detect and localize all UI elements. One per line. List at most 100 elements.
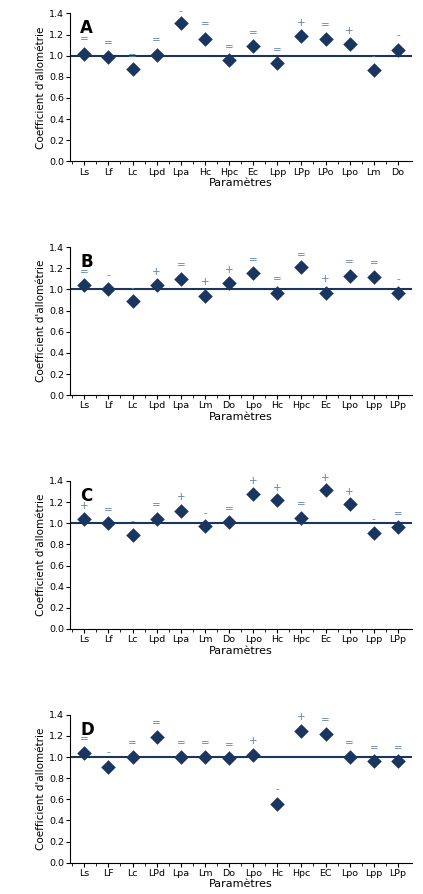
Text: =: = [273, 274, 282, 284]
Text: +: + [345, 26, 354, 36]
Point [395, 520, 401, 535]
Point [177, 16, 184, 30]
Point [81, 278, 88, 292]
Text: =: = [104, 505, 113, 515]
Point [153, 47, 160, 62]
Text: =: = [345, 257, 354, 267]
Text: =: = [176, 260, 185, 271]
Text: -: - [131, 283, 135, 292]
Text: =: = [393, 743, 402, 753]
Text: +: + [297, 18, 306, 29]
X-axis label: Paramètres: Paramètres [209, 880, 273, 890]
Point [274, 285, 281, 299]
Point [153, 278, 160, 292]
Point [346, 268, 353, 283]
Text: +: + [321, 274, 330, 284]
Point [371, 63, 377, 78]
Text: =: = [80, 266, 89, 277]
Text: -: - [107, 270, 110, 280]
Point [201, 519, 208, 534]
Text: =: = [201, 738, 209, 748]
Point [105, 759, 112, 773]
Point [250, 486, 257, 501]
Y-axis label: Coefficient d'allométrie: Coefficient d'allométrie [36, 493, 47, 616]
Text: -: - [396, 274, 400, 284]
Point [250, 266, 257, 280]
Point [129, 294, 136, 308]
Point [250, 39, 257, 54]
Text: C: C [80, 487, 92, 505]
Point [371, 755, 377, 769]
Point [346, 750, 353, 764]
Y-axis label: Coefficient d'allométrie: Coefficient d'allométrie [36, 728, 47, 850]
Point [322, 484, 329, 498]
Text: =: = [369, 258, 378, 268]
Point [322, 31, 329, 46]
Point [129, 63, 136, 77]
Text: =: = [345, 738, 354, 748]
Text: =: = [321, 21, 330, 30]
Text: =: = [321, 715, 330, 725]
Text: =: = [225, 503, 233, 514]
Point [153, 512, 160, 527]
Text: =: = [249, 255, 258, 266]
Text: A: A [80, 20, 93, 38]
Text: =: = [80, 734, 89, 745]
Point [177, 503, 184, 518]
Point [298, 510, 305, 525]
Text: =: = [297, 500, 306, 510]
Text: =: = [369, 743, 378, 753]
Point [225, 515, 232, 529]
Text: -: - [131, 517, 135, 527]
Point [274, 493, 281, 507]
Point [298, 260, 305, 274]
Text: +: + [201, 277, 209, 287]
Point [105, 283, 112, 297]
Text: =: = [393, 509, 402, 519]
Text: -: - [275, 784, 279, 794]
Y-axis label: Coefficient d'allométrie: Coefficient d'allométrie [36, 26, 47, 148]
Text: -: - [372, 514, 376, 524]
Text: =: = [249, 28, 258, 38]
Text: =: = [201, 20, 209, 30]
Text: +: + [152, 266, 161, 277]
Text: +: + [249, 477, 258, 486]
Point [298, 29, 305, 43]
Text: =: = [176, 738, 185, 748]
Text: +: + [321, 473, 330, 483]
Text: =: = [128, 738, 137, 748]
X-axis label: Paramètres: Paramètres [209, 645, 273, 655]
Point [274, 797, 281, 811]
Point [371, 526, 377, 540]
Text: +: + [297, 713, 306, 722]
Text: =: = [152, 719, 161, 729]
Point [201, 289, 208, 303]
Point [322, 285, 329, 299]
Point [105, 516, 112, 530]
Text: =: = [152, 35, 161, 45]
Point [129, 750, 136, 764]
Text: =: = [152, 501, 161, 510]
Point [395, 755, 401, 769]
Point [81, 512, 88, 527]
Text: =: = [128, 51, 137, 61]
Point [225, 751, 232, 765]
X-axis label: Paramètres: Paramètres [209, 412, 273, 422]
Point [395, 285, 401, 299]
Point [225, 53, 232, 67]
Point [298, 723, 305, 738]
Text: +: + [176, 492, 185, 502]
Point [105, 49, 112, 63]
Point [129, 527, 136, 542]
Text: -: - [396, 30, 400, 40]
Point [395, 43, 401, 57]
Text: -: - [203, 508, 207, 518]
Text: +: + [80, 501, 88, 510]
Point [274, 56, 281, 71]
Text: -: - [372, 51, 376, 61]
Text: =: = [225, 739, 233, 750]
Text: =: = [104, 38, 113, 48]
Text: =: = [80, 34, 89, 44]
X-axis label: Paramètres: Paramètres [209, 178, 273, 188]
Text: -: - [179, 6, 183, 17]
